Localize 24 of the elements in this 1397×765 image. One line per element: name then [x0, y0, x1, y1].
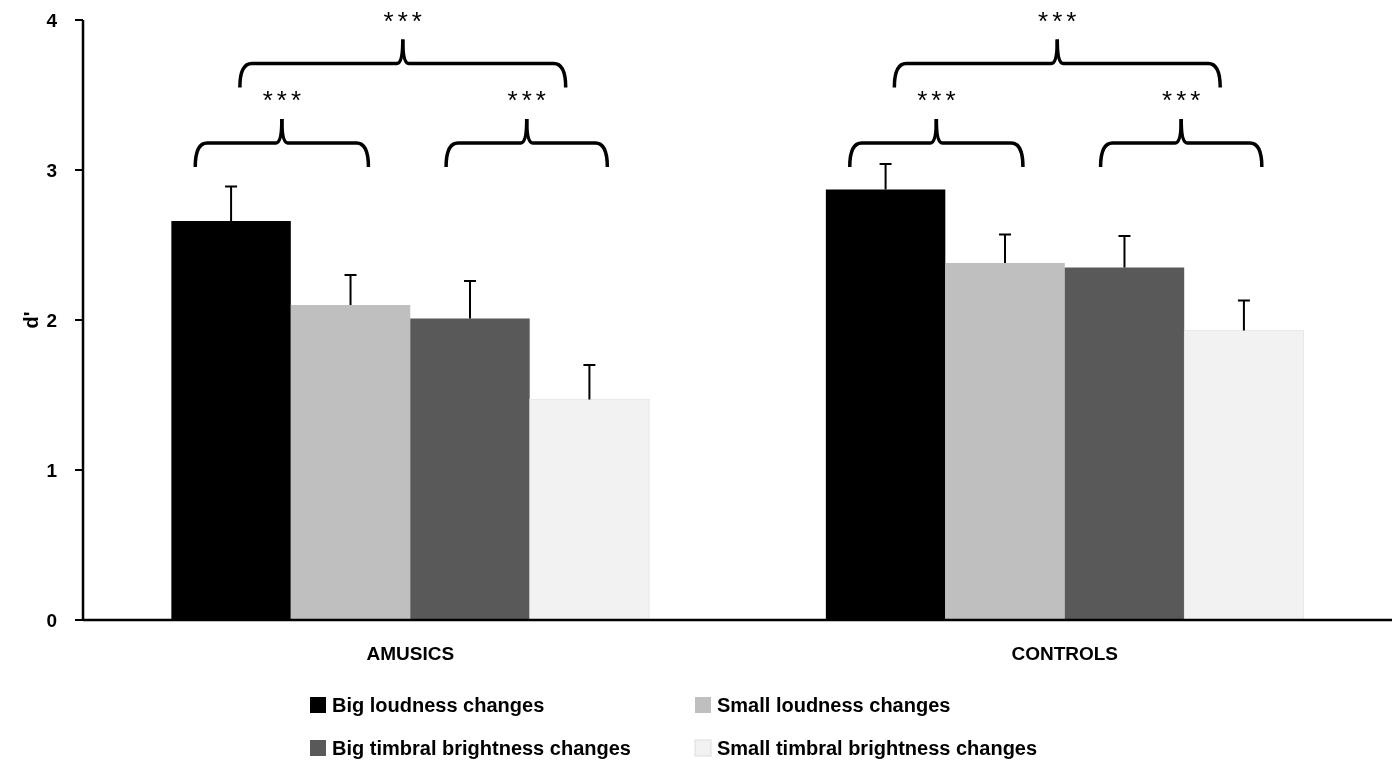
legend-label: Small loudness changes	[717, 694, 951, 716]
bar	[529, 399, 650, 621]
legend-label: Big loudness changes	[332, 694, 545, 716]
y-tick-label: 4	[46, 9, 58, 31]
x-tick-label: AMUSICS	[366, 643, 455, 664]
annotation: ***	[1162, 85, 1205, 115]
legend-label: Small timbral brightness changes	[717, 737, 1038, 759]
y-axis-title: d'	[20, 311, 42, 329]
annotation: ***	[1038, 5, 1081, 36]
y-tick-label: 0	[46, 609, 57, 631]
annotation: ***	[262, 85, 306, 115]
y-tick-label: 3	[46, 159, 57, 181]
bar	[410, 318, 530, 620]
y-tick-label: 1	[46, 459, 58, 481]
annotation: ***	[383, 5, 426, 36]
bar	[290, 305, 411, 620]
annotation: ***	[507, 85, 550, 115]
annotation: ***	[917, 85, 960, 115]
legend-label: Big timbral brightness changes	[332, 737, 631, 759]
bar	[1183, 330, 1304, 621]
x-tick-label: CONTROLS	[1011, 643, 1119, 664]
bar	[945, 263, 1065, 620]
bar	[1064, 267, 1185, 620]
y-tick-label: 2	[46, 309, 57, 331]
